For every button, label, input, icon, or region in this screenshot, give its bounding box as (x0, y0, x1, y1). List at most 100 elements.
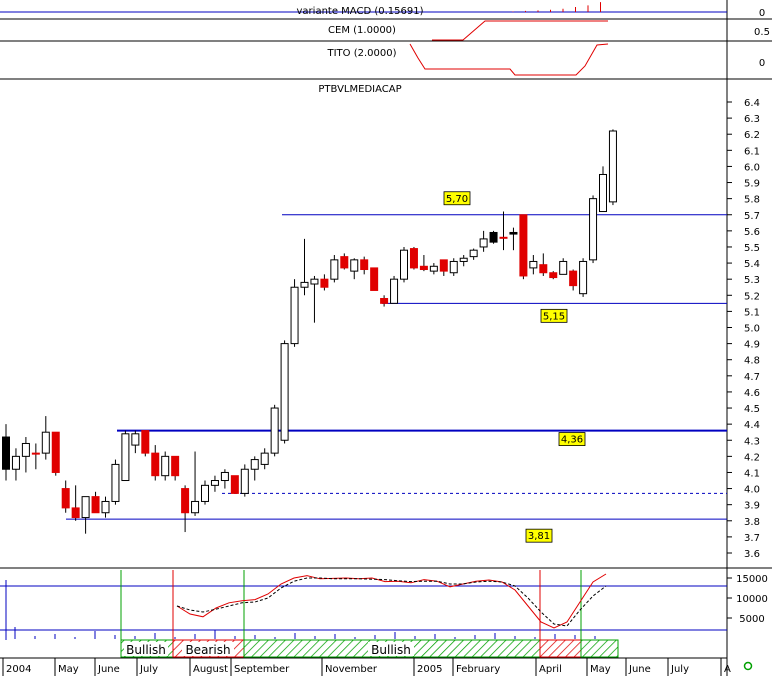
x-tick-label: 2004 (6, 664, 31, 675)
price-tick-label: 4.2 (744, 452, 760, 463)
candle-body (121, 433, 130, 482)
price-tick-label: 3.8 (744, 517, 760, 528)
candle-body (210, 480, 219, 486)
candle-body (489, 231, 498, 243)
candle-body (419, 265, 428, 271)
candle-body (300, 281, 309, 288)
regime-label-bg (368, 642, 414, 656)
candle-body (11, 455, 20, 470)
candle-body (429, 265, 438, 272)
x-tick-label: July (139, 664, 158, 675)
cem-tick-label: 0.5 (754, 27, 770, 38)
osc-tick-label: 5000 (739, 614, 764, 625)
candle-body (91, 496, 100, 514)
candle-body (51, 431, 60, 473)
candle-body (529, 260, 538, 269)
candle-body (21, 442, 30, 457)
price-tick-label: 4.5 (744, 404, 760, 415)
macd-tick-label: 0 (759, 8, 765, 19)
level-tag-label: 3,81 (528, 531, 550, 542)
x-tick-label: June (97, 664, 120, 675)
level-tag-box (525, 528, 553, 543)
candle-body (519, 214, 528, 277)
cem-title: CEM (1.0000) (328, 25, 396, 36)
price-tick-label: 4.3 (744, 436, 760, 447)
candle-body (260, 452, 269, 465)
level-tag-label: 5,15 (543, 311, 565, 322)
candle-body (191, 500, 200, 514)
level-tag-box (558, 432, 586, 446)
price-tick-label: 3.9 (744, 501, 760, 512)
tito-line (409, 43, 609, 76)
price-tick-label: 4.6 (744, 388, 760, 399)
candle-body (41, 431, 50, 454)
x-tick-label: June (628, 664, 651, 675)
level-tag-label: 4,36 (561, 435, 583, 446)
price-tick-label: 4.8 (744, 356, 760, 367)
oscillator-axis: 5000 10000 15000 (727, 574, 768, 625)
level-tag-box (443, 191, 471, 206)
candle-body (250, 459, 259, 470)
x-tick-label: August (193, 664, 228, 675)
price-tick-label: 6.2 (744, 130, 760, 141)
price-tick-label: 5.7 (744, 211, 760, 222)
signal-series-line (176, 577, 607, 627)
candle-body (599, 173, 607, 213)
x-tick-label: A (724, 664, 731, 675)
candle-body (439, 259, 448, 272)
candle-body (479, 238, 488, 248)
candle-body (81, 496, 90, 519)
candle-body (340, 256, 349, 269)
candle-body (400, 249, 408, 280)
bullish-zone (580, 639, 619, 658)
regime-label-bg (182, 642, 234, 656)
candle-body (2, 436, 10, 470)
candle-body (171, 455, 180, 477)
x-tick-label: July (670, 664, 689, 675)
candle-body (459, 257, 468, 262)
price-tick-label: 4.7 (744, 372, 760, 383)
support-resistance-levels (66, 214, 727, 520)
candle-body (101, 500, 110, 514)
candle-body (201, 484, 209, 502)
candle-body (409, 248, 418, 269)
price-tick-label: 5.8 (744, 195, 760, 206)
volume-ticks (14, 627, 596, 639)
price-tick-label: 3.6 (744, 549, 760, 560)
osc-tick-label: 10000 (736, 594, 768, 605)
candle-body (509, 231, 518, 235)
price-tick-label: 5.0 (744, 324, 760, 335)
price-tick-label: 4.0 (744, 485, 760, 496)
regime-label-bg (124, 642, 168, 656)
candle-body (579, 260, 588, 295)
candle-body (449, 260, 458, 274)
candle-body (549, 272, 558, 279)
price-tick-label: 4.1 (744, 468, 760, 479)
price-tick-label: 6.0 (744, 162, 760, 173)
x-tick-label: April (539, 664, 562, 675)
candle-body (320, 278, 329, 288)
candle-body (469, 249, 478, 258)
price-tick-label: 4.4 (744, 420, 760, 431)
price-axis: 3.6 3.7 3.8 3.9 4.0 4.1 4.2 4.3 4.4 4.5 4.6 4.7 4.8 4… (727, 98, 760, 560)
regime-label: Bullish (371, 643, 411, 657)
price-tick-label: 6.1 (744, 146, 760, 157)
price-tick-label: 6.3 (744, 114, 760, 125)
tito-title: TITO (2.0000) (326, 48, 396, 59)
candlesticks (2, 129, 617, 534)
price-tick-label: 4.9 (744, 340, 760, 351)
x-tick-label: May (58, 664, 79, 675)
candle-body (280, 343, 289, 441)
candle-body (131, 433, 140, 446)
x-tick-label: 2005 (417, 664, 442, 675)
macd-histogram (512, 2, 601, 12)
bearish-zone (539, 639, 582, 658)
candle-body (380, 298, 389, 304)
level-tags: 5,70 5,15 4,36 3,81 (443, 191, 586, 543)
regime-label: Bullish (126, 643, 166, 657)
x-axis: 2004 May June July August September November 20… (2, 658, 731, 676)
price-tick-label: 5.6 (744, 227, 760, 238)
candle-body (559, 260, 568, 275)
candle-body (31, 452, 40, 455)
